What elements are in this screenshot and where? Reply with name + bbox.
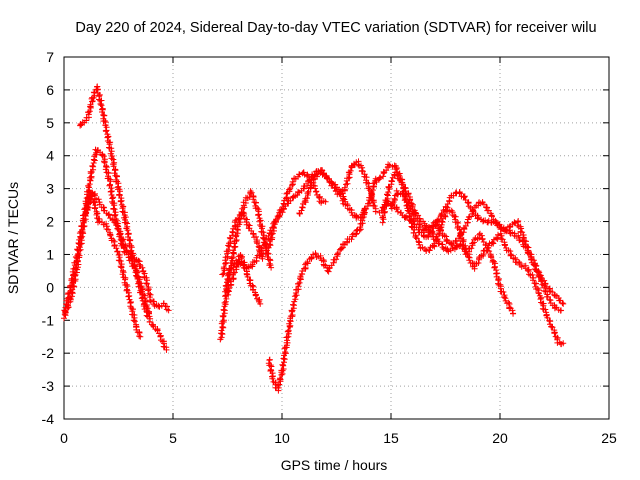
marker-path — [222, 188, 275, 295]
y-tick-label: 5 — [46, 115, 54, 131]
x-tick-label: 10 — [274, 430, 290, 446]
series-arc-7 — [222, 188, 275, 295]
series-arc-8 — [225, 252, 264, 307]
axis-ticks — [63, 56, 610, 420]
marker-path — [371, 161, 517, 317]
y-tick-label: 6 — [46, 82, 54, 98]
series-arc-11 — [339, 175, 380, 221]
series-arc-3 — [77, 83, 170, 353]
marker-path — [265, 205, 368, 394]
tick-labels: 0 5 10 15 20 25 -4 -3 -2 -1 0 1 2 3 4 5 6 7 — [42, 49, 617, 446]
data-points — [61, 83, 567, 394]
series-arc-12 — [371, 161, 517, 317]
marker-path — [82, 189, 172, 314]
y-tick-label: 0 — [46, 279, 54, 295]
x-tick-label: 20 — [492, 430, 508, 446]
y-tick-label: 1 — [46, 246, 54, 262]
y-tick-label: -3 — [42, 378, 55, 394]
marker-path — [379, 169, 567, 348]
y-tick-label: 3 — [46, 181, 54, 197]
grid — [64, 57, 609, 419]
y-tick-label: 7 — [46, 49, 54, 65]
x-tick-label: 0 — [60, 430, 68, 446]
x-axis-label: GPS time / hours — [281, 457, 388, 473]
marker-path — [339, 175, 380, 221]
x-tick-label: 15 — [383, 430, 399, 446]
marker-path — [388, 187, 565, 314]
y-tick-label: -1 — [42, 312, 55, 328]
x-tick-label: 25 — [601, 430, 617, 446]
marker-path — [77, 83, 170, 353]
y-tick-label: -4 — [42, 411, 55, 427]
y-tick-label: 2 — [46, 214, 54, 230]
series-arc-14 — [379, 169, 567, 348]
series-arc-15 — [388, 187, 565, 314]
series-arc-9 — [265, 205, 368, 394]
chart-title: Day 220 of 2024, Sidereal Day-to-day VTE… — [75, 20, 596, 36]
series-arc-4 — [82, 189, 172, 314]
plot-frame — [63, 56, 610, 420]
x-tick-label: 5 — [169, 430, 177, 446]
marker-path — [225, 252, 264, 307]
y-tick-label: 4 — [46, 148, 54, 164]
y-tick-label: -2 — [42, 345, 55, 361]
y-axis-label: SDTVAR / TECUs — [5, 182, 21, 294]
